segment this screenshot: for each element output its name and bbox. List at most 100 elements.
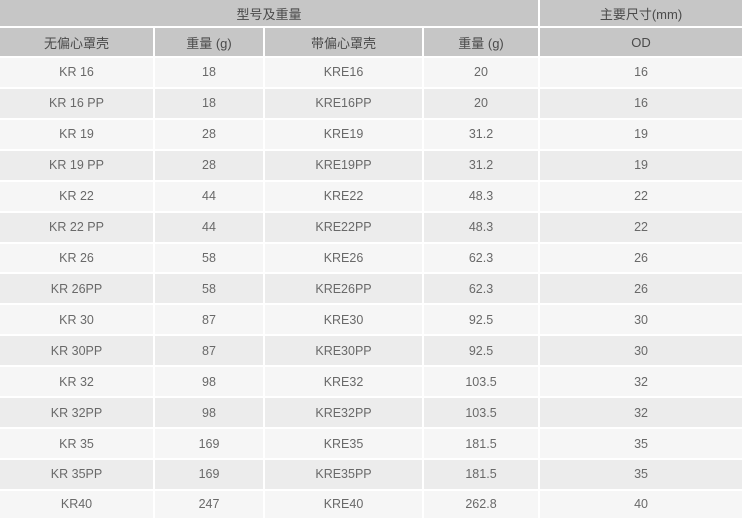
cell-weight-eccentric: 62.3 (424, 274, 541, 306)
cell-weight-eccentric: 48.3 (424, 181, 541, 213)
cell-weight-plain: 247 (155, 490, 265, 518)
cell-model-plain: KR 26PP (0, 274, 155, 306)
cell-model-eccentric: KRE30 (265, 305, 424, 337)
cell-model-plain: KR 35 (0, 429, 155, 460)
cell-weight-eccentric: 20 (424, 88, 541, 120)
table-row: KR 16 PP 18 KRE16PP 20 16 (0, 88, 742, 120)
cell-weight-plain: 98 (155, 398, 265, 430)
cell-model-plain: KR 22 PP (0, 212, 155, 244)
cell-od: 16 (540, 58, 742, 89)
table-row: KR40 247 KRE40 262.8 40 (0, 490, 742, 518)
cell-model-plain: KR 16 (0, 58, 155, 89)
cell-model-plain: KR 32PP (0, 398, 155, 430)
table-row: KR 22 PP 44 KRE22PP 48.3 22 (0, 212, 742, 244)
table-row: KR 16 18 KRE16 20 16 (0, 58, 742, 89)
cell-weight-plain: 28 (155, 150, 265, 182)
cell-model-eccentric: KRE19PP (265, 150, 424, 182)
cell-model-eccentric: KRE35 (265, 429, 424, 460)
cell-model-plain: KR 32 (0, 367, 155, 399)
cell-weight-plain: 58 (155, 243, 265, 275)
cell-weight-plain: 18 (155, 88, 265, 120)
header-models-and-weight: 型号及重量 (0, 0, 541, 28)
cell-weight-eccentric: 103.5 (424, 367, 541, 399)
cell-weight-eccentric: 262.8 (424, 490, 541, 518)
table-row: KR 19 PP 28 KRE19PP 31.2 19 (0, 150, 742, 182)
table-row: KR 22 44 KRE22 48.3 22 (0, 181, 742, 213)
cell-od: 22 (540, 212, 742, 244)
cell-od: 16 (540, 88, 742, 120)
table-row: KR 26 58 KRE26 62.3 26 (0, 243, 742, 275)
cell-weight-plain: 169 (155, 429, 265, 460)
cell-model-eccentric: KRE32PP (265, 398, 424, 430)
cell-model-eccentric: KRE35PP (265, 459, 424, 491)
cell-weight-plain: 18 (155, 58, 265, 89)
cell-weight-eccentric: 20 (424, 58, 541, 89)
cell-model-eccentric: KRE22 (265, 181, 424, 213)
cell-weight-plain: 98 (155, 367, 265, 399)
column-header-weight-2: 重量 (g) (424, 28, 541, 58)
cell-model-eccentric: KRE16PP (265, 88, 424, 120)
cell-model-plain: KR 30 (0, 305, 155, 337)
header-columns-row: 无偏心罩壳 重量 (g) 带偏心罩壳 重量 (g) OD (0, 28, 742, 58)
cell-od: 22 (540, 181, 742, 213)
cell-model-eccentric: KRE16 (265, 58, 424, 89)
cell-model-eccentric: KRE26PP (265, 274, 424, 306)
table-row: KR 32 98 KRE32 103.5 32 (0, 367, 742, 399)
cell-od: 35 (540, 429, 742, 460)
cell-model-plain: KR 16 PP (0, 88, 155, 120)
cell-weight-eccentric: 31.2 (424, 150, 541, 182)
table-row: KR 35 169 KRE35 181.5 35 (0, 429, 742, 460)
cell-weight-plain: 44 (155, 212, 265, 244)
cell-model-eccentric: KRE32 (265, 367, 424, 399)
cell-weight-plain: 87 (155, 305, 265, 337)
table-row: KR 26PP 58 KRE26PP 62.3 26 (0, 274, 742, 306)
cell-weight-plain: 87 (155, 336, 265, 368)
cell-weight-plain: 58 (155, 274, 265, 306)
cell-weight-eccentric: 181.5 (424, 459, 541, 491)
table-row: KR 30 87 KRE30 92.5 30 (0, 305, 742, 337)
cell-od: 30 (540, 336, 742, 368)
cell-weight-plain: 28 (155, 119, 265, 151)
cell-model-eccentric: KRE30PP (265, 336, 424, 368)
table-body: KR 16 18 KRE16 20 16 KR 16 PP 18 KRE16PP 20 16 KR … (0, 58, 742, 518)
table-header: 型号及重量 主要尺寸(mm) 无偏心罩壳 重量 (g) 带偏心罩壳 重量 (g)… (0, 0, 742, 58)
column-header-shell-with-eccentric: 带偏心罩壳 (265, 28, 424, 58)
cell-weight-eccentric: 48.3 (424, 212, 541, 244)
table-row: KR 35PP 169 KRE35PP 181.5 35 (0, 459, 742, 491)
cell-weight-eccentric: 31.2 (424, 119, 541, 151)
cell-model-plain: KR 35PP (0, 459, 155, 491)
cell-od: 35 (540, 459, 742, 491)
cell-model-plain: KR 26 (0, 243, 155, 275)
table-row: KR 19 28 KRE19 31.2 19 (0, 119, 742, 151)
cell-weight-plain: 169 (155, 459, 265, 491)
column-header-weight-1: 重量 (g) (155, 28, 265, 58)
header-group-row: 型号及重量 主要尺寸(mm) (0, 0, 742, 28)
cell-model-eccentric: KRE26 (265, 243, 424, 275)
cell-od: 40 (540, 490, 742, 518)
cell-od: 19 (540, 150, 742, 182)
cell-model-plain: KR 19 PP (0, 150, 155, 182)
cell-weight-eccentric: 92.5 (424, 305, 541, 337)
table-row: KR 32PP 98 KRE32PP 103.5 32 (0, 398, 742, 430)
cell-weight-eccentric: 62.3 (424, 243, 541, 275)
cell-od: 26 (540, 274, 742, 306)
column-header-shell-without-eccentric: 无偏心罩壳 (0, 28, 155, 58)
cell-model-plain: KR40 (0, 490, 155, 518)
cell-model-eccentric: KRE19 (265, 119, 424, 151)
cell-od: 32 (540, 398, 742, 430)
cell-od: 19 (540, 119, 742, 151)
column-header-od: OD (540, 28, 742, 58)
cell-model-eccentric: KRE22PP (265, 212, 424, 244)
cell-model-plain: KR 22 (0, 181, 155, 213)
cell-weight-eccentric: 181.5 (424, 429, 541, 460)
cell-weight-eccentric: 92.5 (424, 336, 541, 368)
cell-weight-eccentric: 103.5 (424, 398, 541, 430)
header-main-dimensions: 主要尺寸(mm) (540, 0, 742, 28)
cell-od: 30 (540, 305, 742, 337)
cell-od: 32 (540, 367, 742, 399)
cell-model-plain: KR 30PP (0, 336, 155, 368)
cell-model-plain: KR 19 (0, 119, 155, 151)
cell-weight-plain: 44 (155, 181, 265, 213)
table-row: KR 30PP 87 KRE30PP 92.5 30 (0, 336, 742, 368)
